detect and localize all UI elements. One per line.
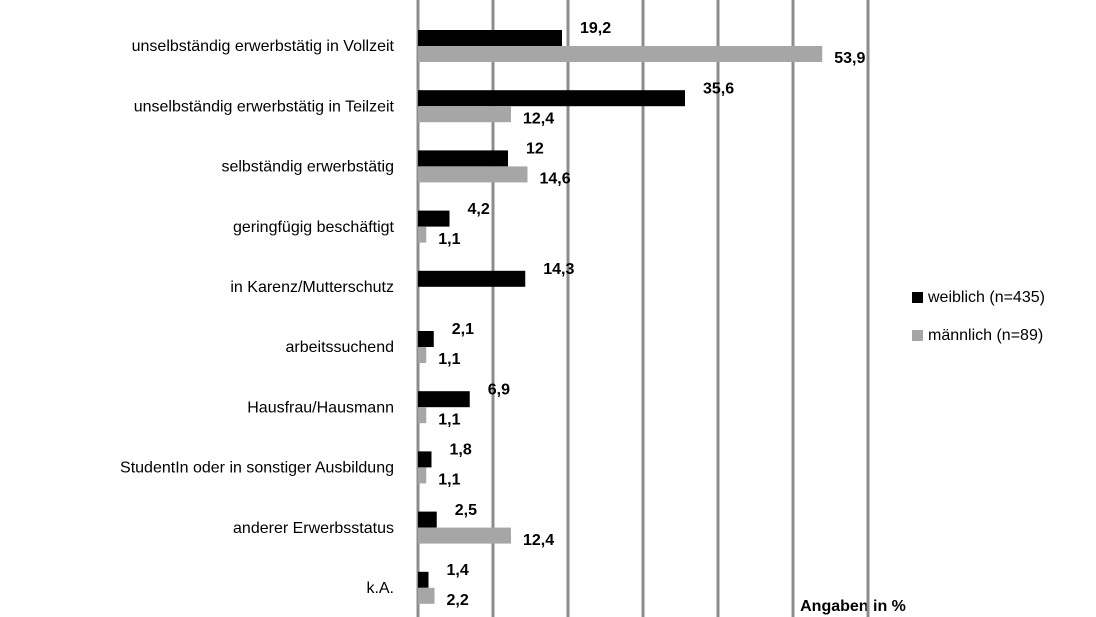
legend-swatch bbox=[912, 330, 923, 341]
bar bbox=[418, 166, 528, 183]
bar bbox=[418, 391, 470, 408]
value-label: 1,8 bbox=[450, 442, 472, 459]
value-label: 2,5 bbox=[455, 502, 477, 519]
bar bbox=[418, 150, 508, 167]
value-label: 1,1 bbox=[438, 472, 460, 489]
bar bbox=[418, 106, 511, 123]
bar bbox=[418, 226, 427, 243]
y-tick-label: arbeitssuchend bbox=[285, 339, 394, 356]
legend-swatch bbox=[912, 292, 923, 303]
value-label: 1,1 bbox=[438, 231, 460, 248]
value-label: 19,2 bbox=[580, 20, 611, 37]
bar bbox=[418, 571, 429, 588]
bar bbox=[418, 90, 685, 107]
value-label: 1,1 bbox=[438, 351, 460, 368]
y-tick-label: in Karenz/Mutterschutz bbox=[230, 279, 394, 296]
bar bbox=[418, 527, 511, 544]
value-label: 2,2 bbox=[447, 592, 469, 609]
value-label: 6,9 bbox=[488, 381, 510, 398]
value-label: 14,3 bbox=[543, 261, 574, 278]
bar bbox=[418, 587, 435, 604]
y-tick-label: Hausfrau/Hausmann bbox=[247, 399, 394, 416]
bar bbox=[418, 30, 562, 46]
y-tick-label: unselbständig erwerbstätig in Teilzeit bbox=[134, 98, 395, 115]
y-tick-label: unselbständig erwerbstätig in Vollzeit bbox=[132, 38, 395, 55]
value-label: 35,6 bbox=[703, 80, 734, 97]
bar bbox=[418, 511, 437, 528]
value-label: 12 bbox=[526, 141, 544, 158]
y-tick-label: selbständig erwerbstätig bbox=[221, 159, 394, 176]
legend-label: weiblich (n=435) bbox=[927, 289, 1045, 306]
value-label: 4,2 bbox=[468, 201, 490, 218]
bar bbox=[418, 270, 526, 287]
x-axis-label: Angaben in % bbox=[800, 598, 906, 615]
y-tick-label: StudentIn oder in sonstiger Ausbildung bbox=[120, 460, 394, 477]
value-label: 1,1 bbox=[438, 411, 460, 428]
bar bbox=[418, 46, 823, 62]
value-label: 14,6 bbox=[540, 171, 571, 188]
value-label: 12,4 bbox=[523, 532, 554, 549]
legend-label: männlich (n=89) bbox=[928, 327, 1043, 344]
value-label: 53,9 bbox=[834, 50, 865, 67]
bar bbox=[418, 347, 427, 363]
bar bbox=[418, 407, 427, 424]
value-label: 2,1 bbox=[452, 321, 474, 338]
y-tick-label: geringfügig beschäftigt bbox=[233, 219, 395, 236]
bar bbox=[418, 210, 450, 227]
y-tick-label: k.A. bbox=[366, 580, 394, 597]
value-label: 1,4 bbox=[447, 562, 469, 579]
bar bbox=[418, 467, 427, 484]
bar bbox=[418, 331, 434, 347]
y-tick-label: anderer Erwerbsstatus bbox=[233, 520, 394, 537]
bar bbox=[418, 451, 432, 468]
value-label: 12,4 bbox=[523, 110, 554, 127]
